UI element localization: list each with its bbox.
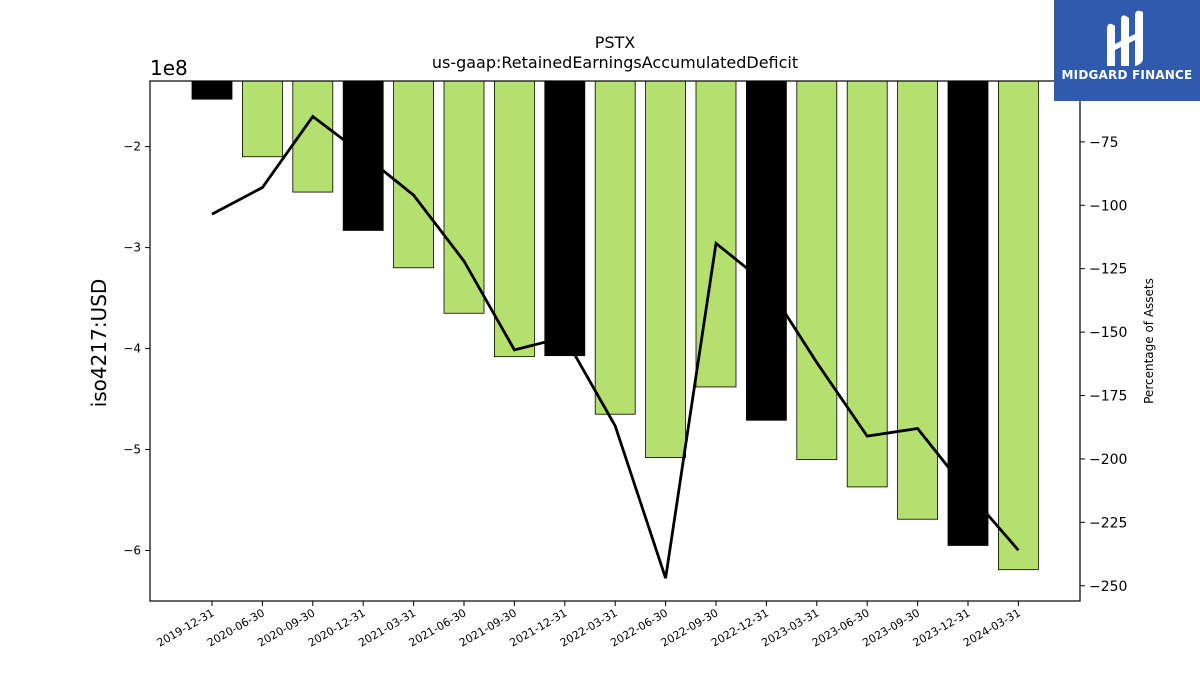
line-group bbox=[211, 114, 1020, 579]
bar bbox=[191, 80, 233, 100]
percentage-line bbox=[211, 114, 1020, 579]
bar-group bbox=[191, 80, 1039, 571]
y-tick-label: −5 bbox=[123, 443, 141, 457]
bar bbox=[393, 80, 435, 269]
chart-subtitle: us-gaap:RetainedEarningsAccumulatedDefic… bbox=[432, 53, 798, 72]
y2-tick-label: −150 bbox=[1089, 325, 1127, 341]
y2-tick-label: −250 bbox=[1089, 579, 1127, 595]
bar bbox=[746, 80, 787, 421]
bar bbox=[544, 80, 586, 357]
x-axis: 2019-12-312020-06-302020-09-302020-12-31… bbox=[155, 601, 1023, 650]
y2-tick-label: −225 bbox=[1089, 515, 1127, 531]
bar bbox=[796, 80, 838, 461]
y-tick-label: −2 bbox=[123, 140, 141, 154]
x-tick-label: 2024-03-31 bbox=[961, 606, 1023, 649]
y2-tick-label: −100 bbox=[1089, 198, 1127, 214]
logo-mark-icon bbox=[1107, 10, 1143, 67]
bar bbox=[846, 80, 888, 488]
y-tick-label: −3 bbox=[123, 241, 141, 255]
y2-tick-label: −200 bbox=[1089, 452, 1127, 468]
bar bbox=[594, 80, 636, 415]
brand-name: MIDGARD FINANCE bbox=[1061, 68, 1193, 82]
y-tick-label: −4 bbox=[123, 342, 141, 356]
y2-tick-label: −175 bbox=[1089, 389, 1127, 405]
bar bbox=[241, 80, 283, 158]
y2-axis-label: Percentage of Assets bbox=[1142, 278, 1156, 404]
y-axis-label: iso4217:USD bbox=[87, 279, 111, 408]
bar bbox=[947, 80, 989, 546]
bar bbox=[443, 80, 485, 314]
chart-title: PSTX bbox=[595, 33, 636, 52]
brand-logo: MIDGARD FINANCE bbox=[1054, 0, 1200, 101]
y2-tick-label: −125 bbox=[1089, 262, 1127, 278]
y2-tick-label: −75 bbox=[1089, 135, 1119, 151]
y-tick-label: −6 bbox=[123, 544, 141, 558]
bar bbox=[897, 80, 938, 520]
bar bbox=[645, 80, 686, 459]
y-axis-right: −250 −225 −200 −175 −150 −125 −100 −75 bbox=[1080, 135, 1127, 595]
y-axis-left: −6 −5 −4 −3 −2 bbox=[123, 140, 150, 558]
bar bbox=[493, 80, 535, 358]
bar bbox=[998, 80, 1039, 571]
y-offset-text: 1e8 bbox=[150, 56, 188, 80]
